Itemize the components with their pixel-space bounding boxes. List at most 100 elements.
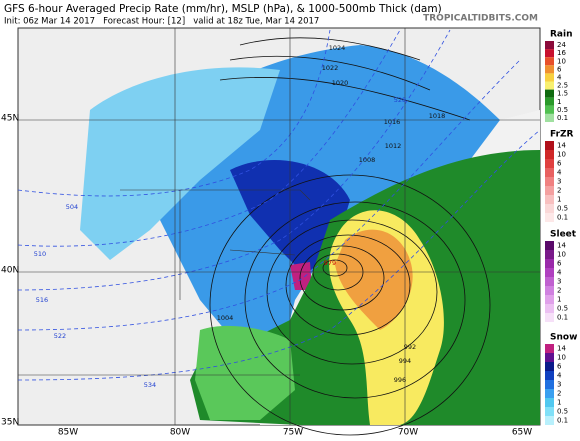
legend-swatch — [545, 295, 554, 304]
legend-title: Snow — [550, 333, 577, 343]
legend-level: 14 — [557, 242, 566, 250]
legend-swatch — [545, 344, 554, 353]
isobar-label: 1016 — [384, 118, 401, 126]
legend-swatch — [545, 380, 554, 389]
legend-swatch — [545, 65, 554, 74]
legend-swatch — [545, 113, 554, 122]
legend-level: 3 — [557, 381, 561, 389]
isobar-label: 994 — [399, 357, 411, 365]
legend-level: 4 — [557, 73, 562, 81]
title: GFS 6-hour Averaged Precip Rate (mm/hr),… — [4, 3, 442, 15]
site-watermark: TROPICALTIDBITS.COM — [423, 14, 538, 24]
lon-label: 75W — [283, 428, 303, 438]
thickness-lines — [17, 29, 541, 381]
map — [17, 27, 541, 436]
legend-level: 4 — [557, 372, 562, 380]
legend-swatch — [545, 57, 554, 66]
legend-swatch — [545, 204, 554, 213]
map-labels: 45N 40N 35N 85W 80W 75W 70W 65W 1024 1022 1020 1018… — [1, 44, 532, 438]
legend-swatch — [545, 416, 554, 425]
legend-swatch — [545, 286, 554, 295]
legend: Rain241610642.51.510.50.1FrZR1410643210.… — [545, 30, 577, 425]
legend-level: 0.5 — [557, 305, 568, 313]
legend-level: 10 — [557, 354, 566, 362]
lon-label: 80W — [170, 428, 190, 438]
legend-level: 0.1 — [557, 417, 568, 425]
legend-swatch — [545, 159, 554, 168]
legend-swatch — [545, 362, 554, 371]
isobar-label: 1008 — [359, 156, 376, 164]
legend-level: 1 — [557, 196, 561, 204]
legend-level: 0.1 — [557, 314, 568, 322]
legend-level: 10 — [557, 151, 566, 159]
isobar-label: 1004 — [217, 314, 234, 322]
legend-level: 1.5 — [557, 90, 568, 98]
legend-swatch — [545, 150, 554, 159]
legend-swatch — [545, 277, 554, 286]
lat-label: 40N — [1, 266, 19, 276]
thickness-label: 516 — [36, 296, 48, 304]
legend-swatch — [545, 241, 554, 250]
legend-level: 14 — [557, 142, 566, 150]
thickness-label: 528 — [394, 96, 406, 104]
legend-level: 0.1 — [557, 114, 568, 122]
isobar-label: 1018 — [429, 112, 446, 120]
legend-swatch — [545, 259, 554, 268]
legend-level: 0.1 — [557, 214, 568, 222]
legend-level: 1 — [557, 399, 561, 407]
isobar-label: 1024 — [329, 44, 346, 52]
legend-level: 4 — [557, 269, 562, 277]
rain-very-heavy-area — [335, 229, 413, 330]
legend-swatch — [545, 105, 554, 114]
legend-swatch — [545, 49, 554, 58]
legend-level: 14 — [557, 345, 566, 353]
legend-level: 0.5 — [557, 106, 568, 114]
legend-swatch — [545, 213, 554, 222]
legend-level: 6 — [557, 65, 562, 73]
legend-swatch — [545, 250, 554, 259]
legend-swatch — [545, 389, 554, 398]
legend-level: 0.5 — [557, 408, 568, 416]
subtitle: Init: 06z Mar 14 2017 Forecast Hour: [12… — [4, 17, 319, 27]
legend-swatch — [545, 168, 554, 177]
legend-swatch — [545, 353, 554, 362]
isobar-label: 1020 — [332, 79, 349, 87]
lon-label: 65W — [512, 428, 532, 438]
isobar-label: 979 — [324, 259, 336, 267]
legend-level: 4 — [557, 169, 562, 177]
legend-level: 2 — [557, 187, 561, 195]
legend-level: 3 — [557, 178, 561, 186]
legend-level: 1 — [557, 98, 561, 106]
legend-swatch — [545, 41, 554, 50]
legend-level: 24 — [557, 41, 566, 49]
lon-label: 70W — [398, 428, 418, 438]
sleet-area — [290, 262, 312, 290]
legend-swatch — [545, 195, 554, 204]
thickness-label: 510 — [34, 250, 46, 258]
lat-label: 45N — [1, 114, 19, 124]
borders — [18, 28, 540, 425]
isobar-label: 1022 — [322, 64, 339, 72]
legend-title: Sleet — [550, 230, 577, 240]
legend-level: 10 — [557, 57, 566, 65]
legend-level: 2 — [557, 287, 561, 295]
legend-level: 2 — [557, 390, 561, 398]
isobar-label: 992 — [404, 343, 416, 351]
thickness-label: 504 — [66, 203, 78, 211]
legend-level: 3 — [557, 278, 561, 286]
legend-swatch — [545, 398, 554, 407]
thickness-label: 534 — [144, 381, 156, 389]
legend-swatch — [545, 73, 554, 82]
isobar-label: 1012 — [385, 142, 402, 150]
legend-level: 0.5 — [557, 205, 568, 213]
legend-swatch — [545, 371, 554, 380]
light-snow-area — [80, 67, 280, 260]
legend-swatch — [545, 313, 554, 322]
legend-swatch — [545, 268, 554, 277]
isobar-label: 996 — [394, 376, 406, 384]
legend-swatch — [545, 186, 554, 195]
legend-swatch — [545, 141, 554, 150]
legend-level: 10 — [557, 251, 566, 259]
light-rain-area — [195, 325, 295, 420]
